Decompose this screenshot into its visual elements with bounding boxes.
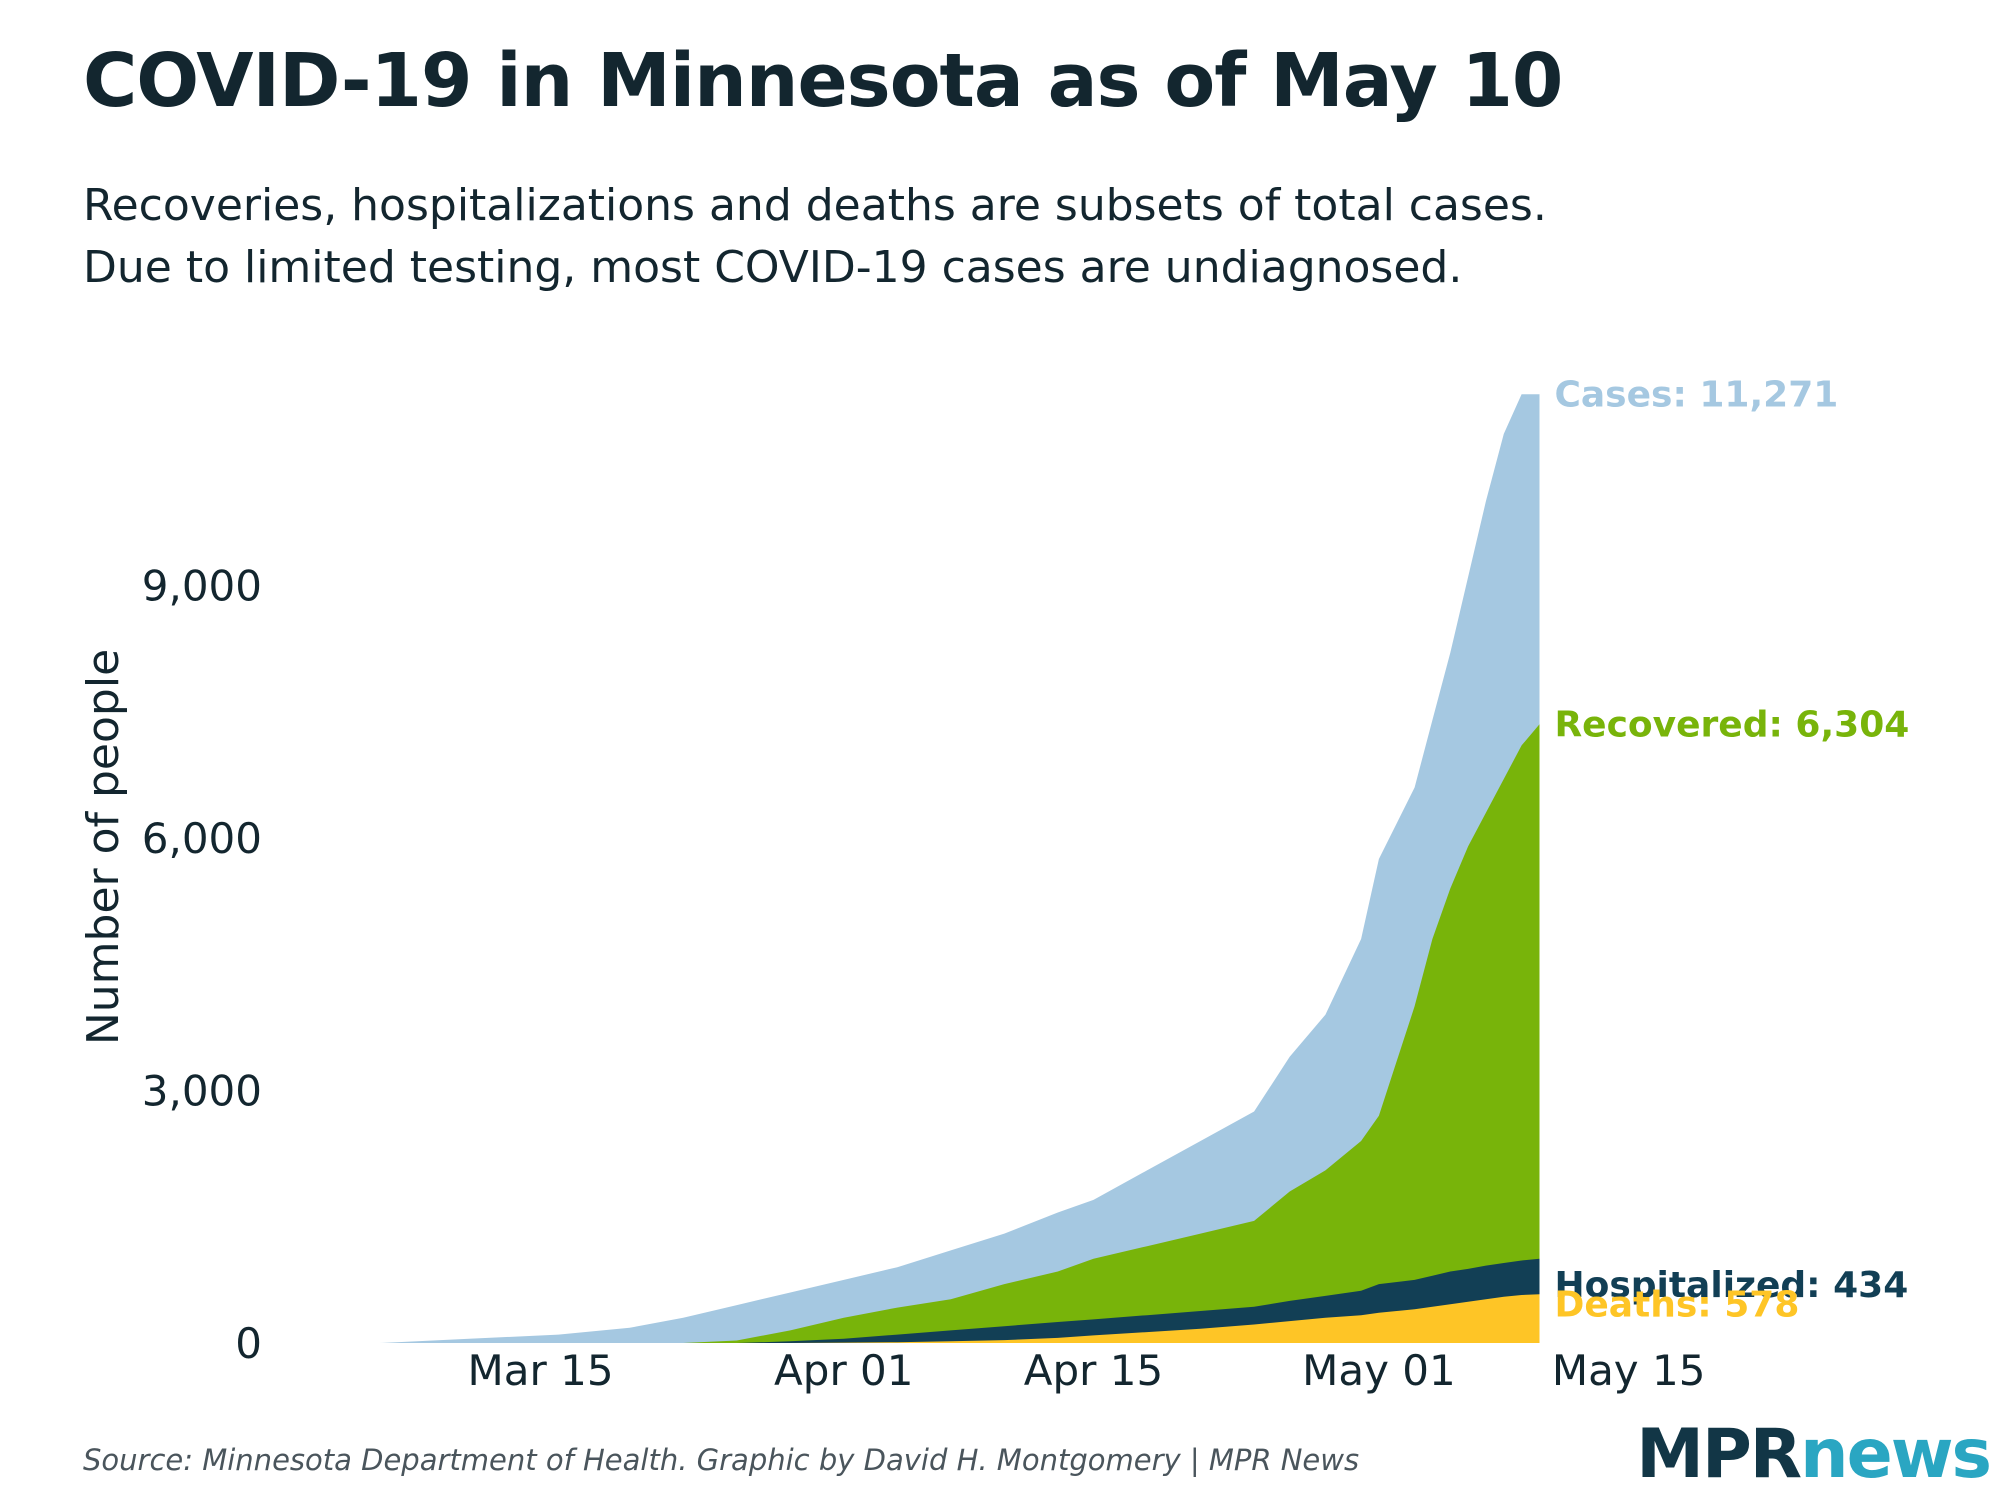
- y-tick-label: 6,000: [142, 814, 262, 863]
- logo-mpr: MPR: [1636, 1415, 1802, 1494]
- y-tick-label: 3,000: [142, 1066, 262, 1115]
- source-note: Source: Minnesota Department of Health. …: [83, 1443, 1360, 1477]
- y-tick-label: 9,000: [142, 561, 262, 610]
- chart-title: COVID-19 in Minnesota as of May 10: [83, 38, 1563, 124]
- y-tick-label: 0: [235, 1319, 262, 1368]
- chart-subtitle: Recoveries, hospitalizations and deaths …: [83, 175, 1943, 299]
- subtitle-line-1: Recoveries, hospitalizations and deaths …: [83, 180, 1547, 231]
- series-label-deaths: Deaths: 578: [1554, 1284, 1799, 1325]
- series-label-cases: Cases: 11,271: [1554, 374, 1838, 415]
- x-tick-label: May 01: [1302, 1346, 1456, 1395]
- x-axis: Mar 15 Apr 01 Apr 15 May 01 May 15: [468, 1346, 1706, 1395]
- series-label-recovered: Recovered: 6,304: [1554, 704, 1909, 745]
- x-tick-label: Apr 01: [774, 1346, 913, 1395]
- chart-areas: [380, 394, 1540, 1343]
- y-axis: 0 3,000 6,000 9,000: [142, 561, 262, 1368]
- area-deaths: [380, 1294, 1540, 1343]
- mpr-news-logo: MPRnews: [1636, 1415, 1992, 1495]
- series-label-hospitalized: Hospitalized: 434: [1554, 1265, 1908, 1306]
- area-hospitalized: [380, 1258, 1540, 1343]
- y-axis-label: Number of people: [78, 649, 129, 1045]
- x-tick-label: May 15: [1552, 1346, 1706, 1395]
- x-tick-label: Mar 15: [468, 1346, 614, 1395]
- series-labels: Cases: 11,271 Recovered: 6,304 Hospitalize…: [1554, 374, 1909, 1325]
- x-tick-label: Apr 15: [1024, 1346, 1163, 1395]
- subtitle-line-2: Due to limited testing, most COVID-19 ca…: [83, 242, 1463, 293]
- logo-news: news: [1800, 1415, 1992, 1494]
